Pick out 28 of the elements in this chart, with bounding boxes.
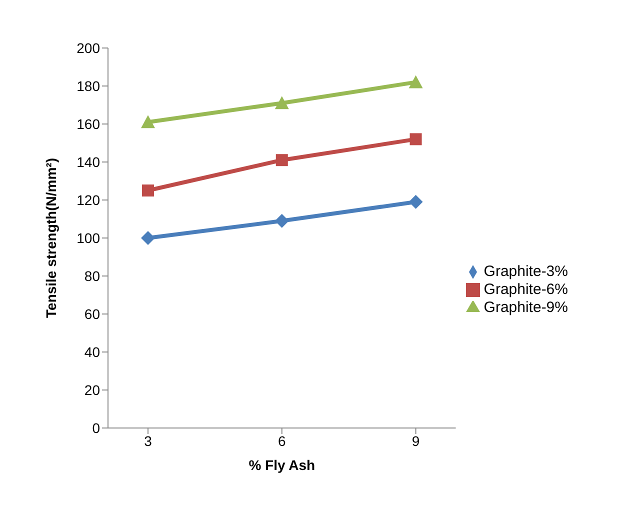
point	[142, 184, 154, 196]
legend-label: Graphite-9%	[484, 299, 568, 316]
point	[408, 194, 423, 209]
y-tick-label: 140	[76, 154, 100, 170]
point	[276, 154, 288, 166]
y-tick-label: 20	[84, 382, 100, 398]
point	[408, 75, 423, 88]
y-tick-label: 40	[84, 344, 100, 360]
x-tick-label: 9	[412, 432, 420, 449]
x-tick-label: 3	[144, 432, 152, 449]
y-tick-label: 120	[76, 192, 100, 208]
x-tick-label: 6	[278, 432, 286, 449]
point	[274, 214, 289, 228]
legend-label: Graphite-3%	[484, 263, 568, 280]
y-tick-label: 0	[92, 420, 100, 436]
legend-label: Graphite-6%	[484, 281, 568, 298]
point	[274, 96, 289, 110]
y-axis-title: Tensile strength(N/mm²)	[43, 158, 59, 318]
y-tick-label: 100	[76, 230, 100, 246]
x-axis-title: % Fly Ash	[248, 457, 316, 473]
y-tick-label: 200	[76, 40, 100, 56]
point	[141, 231, 155, 245]
point	[410, 133, 422, 146]
y-tick-label: 160	[76, 116, 100, 132]
point	[141, 115, 155, 128]
y-tick-label: 180	[76, 78, 100, 94]
y-tick-label: 60	[84, 306, 100, 322]
y-tick-label: 80	[84, 268, 100, 284]
